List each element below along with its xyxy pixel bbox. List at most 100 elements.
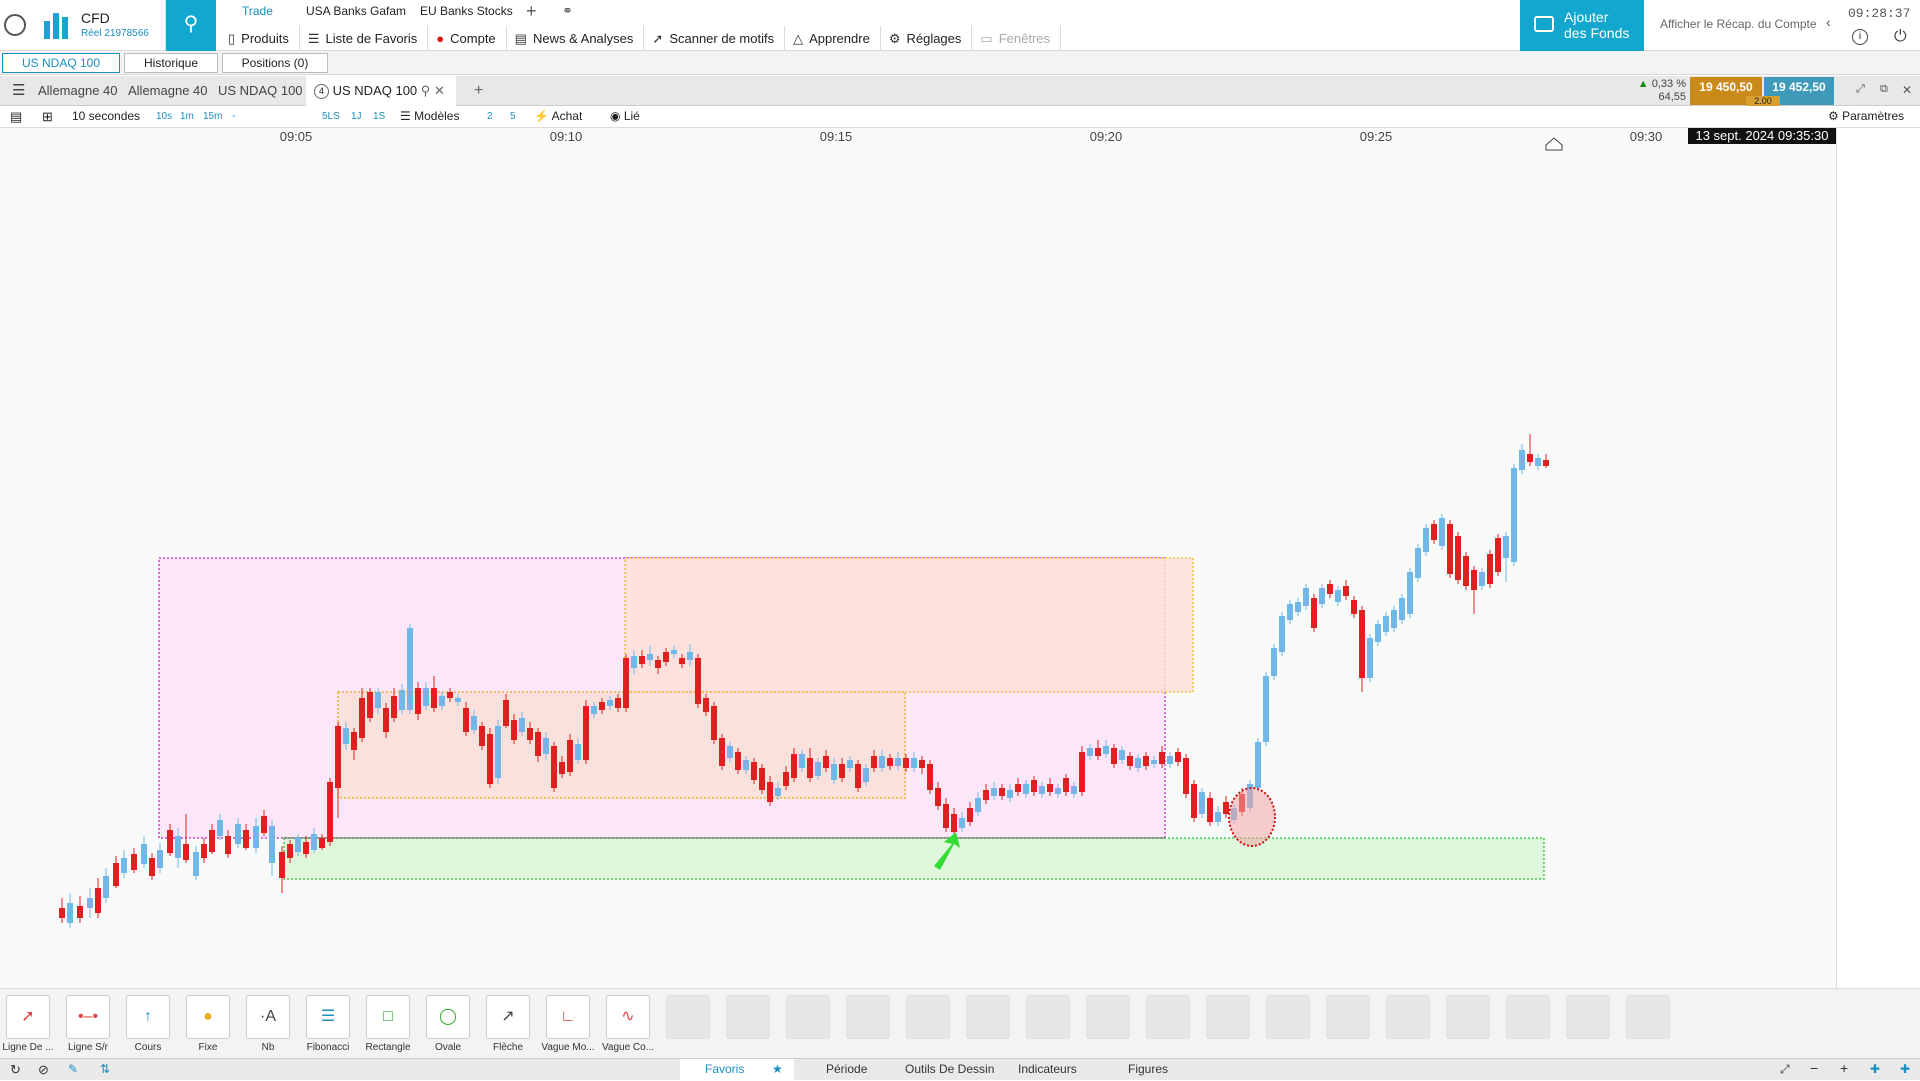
close-icon[interactable]: ✕ <box>433 83 445 98</box>
chevron-left-icon[interactable]: ‹ <box>1826 14 1831 30</box>
empty-tool-slot[interactable] <box>1566 995 1610 1039</box>
menu-pattern-scanner[interactable]: ➚ Scanner de motifs <box>644 26 786 51</box>
star-icon[interactable]: ★ <box>772 1062 783 1076</box>
zoom-out-icon[interactable]: − <box>1810 1060 1819 1076</box>
refresh-icon[interactable]: ↻ <box>10 1062 21 1077</box>
search-button[interactable]: ⚲ <box>166 0 216 51</box>
panel-icon[interactable]: ▤ <box>10 109 23 124</box>
count-2[interactable]: 2 <box>487 111 493 122</box>
menu-products[interactable]: ▯ Produits <box>220 26 300 51</box>
period-1j[interactable]: 1J <box>351 111 362 122</box>
empty-tool-slot[interactable] <box>1086 995 1130 1039</box>
add-tab-icon[interactable]: + <box>526 1 537 21</box>
subtab-us-ndaq[interactable]: US NDAQ 100 <box>2 53 120 73</box>
empty-tool-slot[interactable] <box>1026 995 1070 1039</box>
empty-tool-slot[interactable] <box>786 995 830 1039</box>
mouse-icon[interactable]: ⚭ <box>562 3 573 18</box>
nb-tool-button[interactable]: ·A <box>246 995 290 1039</box>
reset-zoom-icon[interactable]: ⤢ <box>1780 1062 1790 1076</box>
chart-tab-ndaq[interactable]: US NDAQ 100 <box>218 83 303 98</box>
menu-news[interactable]: ▤ News & Analyses <box>507 26 645 51</box>
period-5ls[interactable]: 5LS <box>322 111 340 122</box>
bottom-tab-indicators[interactable]: Indicateurs <box>1018 1062 1077 1076</box>
close-chart-icon[interactable]: ✕ <box>1902 83 1913 97</box>
chart-tab-dax-2[interactable]: Allemagne 40 <box>128 83 208 98</box>
add-funds-button[interactable]: Ajouter des Fonds <box>1520 0 1644 51</box>
models-button[interactable]: ☰ Modèles <box>400 109 460 123</box>
empty-tool-slot[interactable] <box>1266 995 1310 1039</box>
chart-tab-dax-1[interactable]: Allemagne 40 <box>38 83 118 98</box>
hamburger-icon[interactable]: ☰ <box>12 82 26 99</box>
empty-tool-slot[interactable] <box>726 995 770 1039</box>
interval-select[interactable]: 10 secondes <box>72 109 141 123</box>
info-icon[interactable]: i <box>1852 29 1868 45</box>
empty-tool-slot[interactable] <box>666 995 710 1039</box>
pencil-icon[interactable]: ✎ <box>68 1062 79 1076</box>
empty-tool-slot[interactable] <box>1326 995 1370 1039</box>
wave-co-tool-button[interactable]: ∿ <box>606 995 650 1039</box>
subtab-history[interactable]: Historique <box>124 53 218 73</box>
menu-learn[interactable]: △ Apprendre <box>785 26 881 51</box>
empty-tool-slot[interactable] <box>906 995 950 1039</box>
empty-tool-slot[interactable] <box>1506 995 1550 1039</box>
interval-15m[interactable]: 15m <box>203 111 223 122</box>
x-tick-label: 09:05 <box>280 129 313 144</box>
add-chart-icon[interactable]: + <box>474 82 484 99</box>
interval-more[interactable]: - <box>232 111 236 122</box>
menu-settings[interactable]: ⚙ Réglages <box>881 26 973 51</box>
empty-tool-slot[interactable] <box>1446 995 1490 1039</box>
bottom-tab-favorites[interactable]: Favoris <box>705 1062 745 1076</box>
candle-body <box>319 838 325 848</box>
arrow-tool-button[interactable]: ↗ <box>486 995 530 1039</box>
bottom-tab-period[interactable]: Période <box>826 1062 868 1076</box>
collapse-icon[interactable]: ⤢ <box>1856 83 1865 95</box>
empty-tool-slot[interactable] <box>1146 995 1190 1039</box>
rectangle-tool-button[interactable]: □ <box>366 995 410 1039</box>
grid-layout-icon[interactable]: ⊞ <box>42 109 53 124</box>
account-summary-link[interactable]: Afficher le Récap. du Compte <box>1660 17 1817 31</box>
quote-widget: ▲ 0,33 % 64,55 19 450,50 19 452,50 2.00 <box>1628 77 1834 106</box>
interval-10s[interactable]: 10s <box>156 111 173 122</box>
expand-icon[interactable]: ✚ <box>1900 1062 1911 1076</box>
line-tool-button[interactable]: ➚ <box>6 995 50 1039</box>
empty-tool-slot[interactable] <box>846 995 890 1039</box>
cancel-icon[interactable]: ⊘ <box>38 1062 49 1077</box>
interval-1m[interactable]: 1m <box>180 111 194 122</box>
subtab-positions[interactable]: Positions (0) <box>222 53 328 73</box>
settings-button[interactable]: ⚙ Paramètres <box>1828 109 1905 123</box>
wave-tool-button[interactable]: ∟ <box>546 995 590 1039</box>
empty-tool-slot[interactable] <box>1386 995 1430 1039</box>
magnet-icon[interactable]: ⇅ <box>100 1062 111 1076</box>
price-chart[interactable]: 09:05 09:10 09:15 09:20 09:25 09:30 <box>0 128 1836 988</box>
account-icon[interactable] <box>4 14 26 36</box>
menu-watchlist[interactable]: ☰ Liste de Favoris <box>300 26 429 51</box>
zoom-in-icon[interactable]: + <box>1840 1060 1849 1076</box>
empty-tool-slot[interactable] <box>1626 995 1670 1039</box>
candle-body <box>1215 812 1221 822</box>
price-tool-button[interactable]: ↑ <box>126 995 170 1039</box>
power-icon[interactable]: ⏻ <box>1894 28 1907 45</box>
candle-body <box>95 888 101 913</box>
menu-account[interactable]: ● Compte <box>428 26 507 51</box>
empty-tool-slot[interactable] <box>1206 995 1250 1039</box>
period-1s[interactable]: 1S <box>373 111 386 122</box>
fixed-tool-button[interactable]: ● <box>186 995 230 1039</box>
count-5[interactable]: 5 <box>510 111 516 122</box>
empty-tool-slot[interactable] <box>966 995 1010 1039</box>
search-icon[interactable]: ⚲ <box>420 83 431 98</box>
sr-line-tool-button[interactable]: •–• <box>66 995 110 1039</box>
menu-windows[interactable]: ▭ Fenêtres <box>972 26 1062 51</box>
chart-tab-ndaq-active[interactable]: 4 US NDAQ 100 ⚲ ✕ <box>306 76 456 106</box>
top-tab-eu-banks[interactable]: EU Banks Stocks <box>420 4 513 18</box>
buy-button[interactable]: ⚡ Achat <box>534 109 583 123</box>
home-marker-icon[interactable] <box>1545 137 1563 151</box>
bottom-tab-drawing[interactable]: Outils De Dessin <box>905 1062 995 1076</box>
top-tab-usa-banks[interactable]: USA Banks Gafam <box>306 4 407 18</box>
bottom-tab-figures[interactable]: Figures <box>1128 1062 1169 1076</box>
top-tab-trade[interactable]: Trade <box>242 4 273 18</box>
oval-tool-button[interactable]: ◯ <box>426 995 470 1039</box>
fibonacci-tool-button[interactable]: ☰ <box>306 995 350 1039</box>
popout-icon[interactable]: ⧉ <box>1880 83 1888 95</box>
linked-button[interactable]: ◉ Lié <box>610 109 640 123</box>
crosshair-icon[interactable]: ✚ <box>1870 1062 1881 1076</box>
